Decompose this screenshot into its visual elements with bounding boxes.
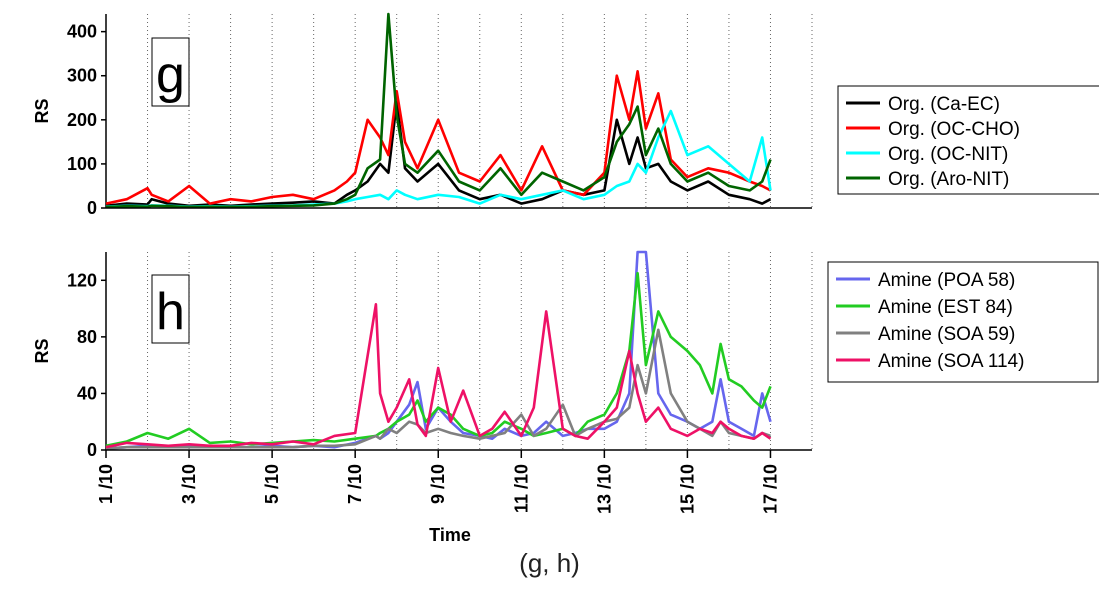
series-line-3 bbox=[105, 328, 771, 450]
y-tick-label: 0 bbox=[87, 440, 97, 460]
legend-label-1: Org. (Ca-EC) bbox=[888, 94, 1000, 115]
y-tick-label: 300 bbox=[67, 66, 97, 86]
x-tick-label: 7 /10 bbox=[345, 464, 365, 504]
panel-letter-box bbox=[151, 274, 190, 344]
y-tick-label: 80 bbox=[77, 327, 97, 347]
y-tick-label: 40 bbox=[77, 383, 97, 403]
legend-label-2: Amine (EST 84) bbox=[878, 297, 1013, 318]
figure-caption: (g, h) bbox=[519, 548, 580, 578]
panel-letter-box bbox=[151, 37, 190, 107]
y-tick-label: 0 bbox=[87, 198, 97, 218]
legend-label-4: Org. (Aro-NIT) bbox=[888, 169, 1009, 190]
series-line-2 bbox=[105, 271, 772, 448]
legend-label-3: Org. (OC-NIT) bbox=[888, 144, 1008, 165]
x-tick-label: 15 /10 bbox=[677, 464, 697, 514]
series-line-4 bbox=[105, 12, 772, 209]
x-tick-label: 13 /10 bbox=[594, 464, 614, 514]
legend-box bbox=[827, 261, 1099, 383]
x-axis-label: Time bbox=[429, 525, 471, 545]
series-line-1 bbox=[105, 250, 772, 450]
series-line-2 bbox=[105, 70, 772, 205]
x-tick-label: 1 /10 bbox=[96, 464, 116, 504]
legend-box bbox=[837, 85, 1099, 195]
y-tick-label: 100 bbox=[67, 154, 97, 174]
y-tick-label: 400 bbox=[67, 22, 97, 42]
x-tick-label: 5 /10 bbox=[262, 464, 282, 504]
panel-letter: g bbox=[156, 46, 185, 104]
y-axis-label: RS bbox=[32, 338, 52, 363]
x-tick-label: 9 /10 bbox=[428, 464, 448, 504]
panel-letter: h bbox=[156, 283, 185, 341]
series-line-4 bbox=[105, 303, 772, 449]
legend-label-3: Amine (SOA 59) bbox=[878, 324, 1015, 345]
y-tick-label: 120 bbox=[67, 270, 97, 290]
y-axis-label: RS bbox=[32, 98, 52, 123]
legend-label-4: Amine (SOA 114) bbox=[878, 351, 1024, 372]
x-tick-label: 11 /10 bbox=[511, 464, 531, 513]
x-tick-label: 17 /10 bbox=[760, 464, 780, 514]
x-tick-label: 3 /10 bbox=[179, 464, 199, 504]
legend-label-1: Amine (POA 58) bbox=[878, 270, 1015, 291]
legend-label-2: Org. (OC-CHO) bbox=[888, 119, 1020, 140]
y-tick-label: 200 bbox=[67, 110, 97, 130]
